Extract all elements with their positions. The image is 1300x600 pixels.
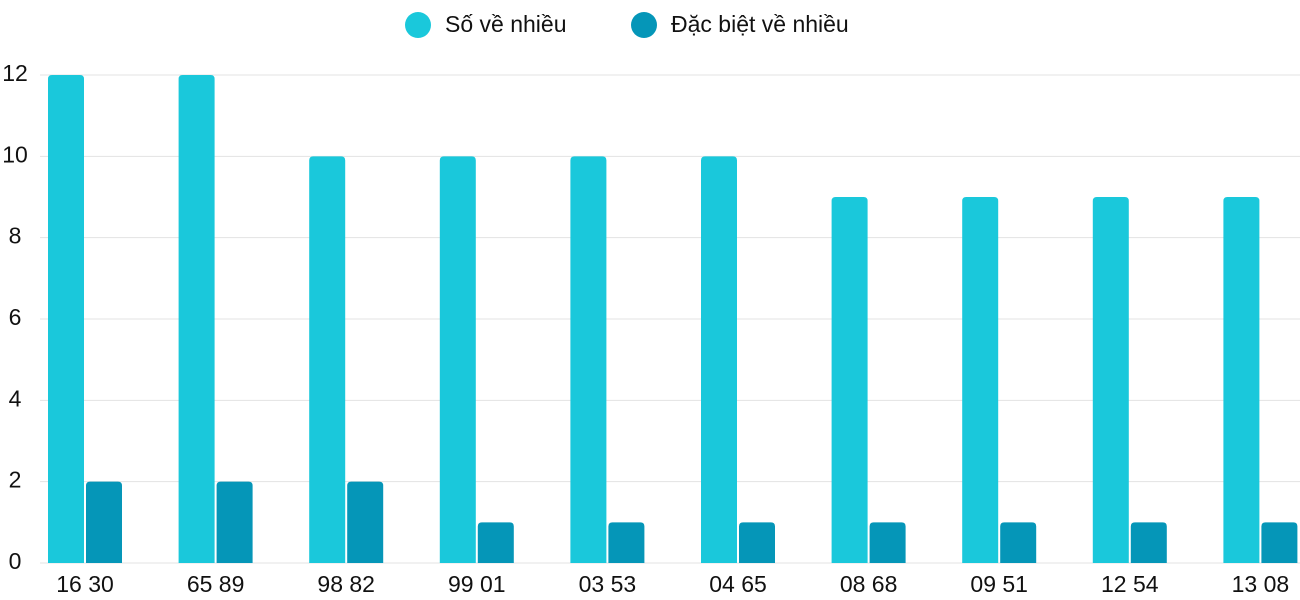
bar	[962, 197, 999, 563]
legend-label: Đặc biệt về nhiều	[671, 11, 849, 37]
y-tick-label: 10	[2, 141, 28, 167]
x-tick-label: 08 68	[840, 571, 898, 597]
x-tick-label: 99 01	[448, 571, 506, 597]
y-tick-label: 6	[9, 304, 22, 330]
legend-swatch	[631, 12, 657, 38]
y-tick-label: 0	[9, 548, 22, 574]
bar	[1261, 522, 1298, 563]
bar	[178, 75, 215, 563]
y-tick-label: 4	[9, 385, 22, 411]
bar	[701, 156, 737, 564]
y-tick-label: 8	[9, 223, 22, 249]
bar	[570, 156, 607, 564]
bar	[1092, 197, 1129, 563]
x-tick-label: 12 54	[1101, 571, 1159, 597]
x-tick-label: 03 53	[579, 571, 637, 597]
bar	[216, 481, 253, 563]
bar	[831, 197, 868, 563]
bar	[1000, 522, 1037, 563]
legend-swatch	[405, 12, 431, 38]
bar	[608, 522, 645, 563]
bar	[86, 481, 122, 563]
bar	[439, 156, 476, 564]
y-tick-label: 12	[2, 60, 28, 86]
bar	[309, 156, 346, 564]
x-tick-label: 16 30	[56, 571, 114, 597]
legend-label: Số về nhiều	[445, 11, 566, 37]
y-tick-label: 2	[9, 467, 22, 493]
bar	[48, 75, 84, 563]
x-tick-label: 13 08	[1232, 571, 1290, 597]
bar	[869, 522, 906, 563]
x-tick-label: 98 82	[317, 571, 375, 597]
bar	[1130, 522, 1167, 563]
x-tick-label: 65 89	[187, 571, 245, 597]
bar	[739, 522, 775, 563]
bar	[477, 522, 514, 563]
bar	[1223, 197, 1260, 563]
x-tick-label: 04 65	[709, 571, 767, 597]
bar	[347, 481, 384, 563]
x-tick-label: 09 51	[970, 571, 1028, 597]
